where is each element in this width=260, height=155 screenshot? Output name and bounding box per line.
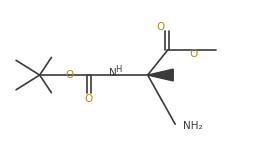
Text: O: O xyxy=(156,22,165,32)
Text: O: O xyxy=(65,70,73,80)
Text: H: H xyxy=(115,65,121,74)
Text: O: O xyxy=(190,49,198,59)
Text: O: O xyxy=(84,94,93,104)
Text: N: N xyxy=(109,68,117,78)
Text: NH₂: NH₂ xyxy=(183,121,203,131)
Polygon shape xyxy=(148,69,173,81)
